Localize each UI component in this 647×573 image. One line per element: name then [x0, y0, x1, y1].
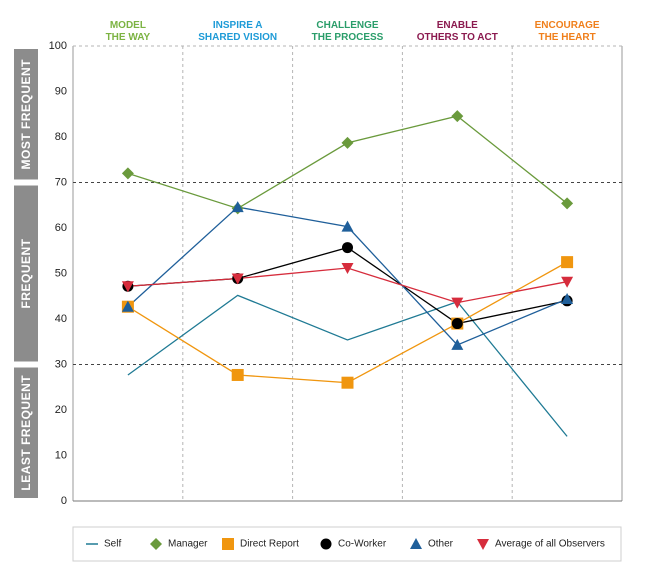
data-point-other [451, 338, 464, 350]
band-label: LEAST FREQUENT [19, 375, 33, 491]
y-tick-label: 90 [55, 86, 67, 98]
legend-label-other: Other [428, 539, 454, 550]
series-line-co-worker [127, 246, 568, 325]
legend: Self Manager Direct Report Co-Worker Other Av… [72, 526, 622, 562]
data-point-average-of-all-observers [451, 297, 464, 309]
y-tick-label: 10 [55, 450, 67, 462]
data-point-other [341, 220, 354, 232]
legend-swatch-other [410, 538, 422, 549]
legend-label-co-worker: Co-Worker [338, 539, 387, 550]
grid-lines [72, 45, 623, 502]
band-label: FREQUENT [19, 238, 33, 308]
band-0 [14, 49, 38, 180]
data-point-average-of-all-observers [121, 281, 134, 293]
series-line-manager [127, 115, 568, 210]
data-point-other [561, 292, 574, 304]
legend-label-direct-report: Direct Report [240, 539, 299, 550]
data-point-average-of-all-observers [561, 276, 574, 288]
data-point-direct-report [561, 256, 574, 269]
category-label-line1: MODEL [110, 20, 146, 31]
data-point-direct-report [231, 368, 244, 381]
data-point-manager [451, 110, 464, 123]
category-label-line1: INSPIRE A [213, 20, 263, 31]
legend-label-manager: Manager [168, 539, 208, 550]
legend-label-self: Self [104, 539, 121, 550]
data-point-other [231, 201, 244, 213]
band-label: MOST FREQUENT [19, 59, 33, 170]
category-label-line1: ENABLE [437, 20, 478, 31]
legend-swatch-co-worker [320, 538, 332, 550]
category-label-line2: SHARED VISION [198, 32, 277, 43]
y-tick-label: 0 [61, 495, 67, 507]
category-label-line1: CHALLENGE [316, 20, 379, 31]
series-markers [121, 110, 574, 389]
data-point-average-of-all-observers [231, 273, 244, 285]
data-point-manager [561, 197, 574, 210]
data-point-other [121, 300, 134, 312]
y-tick-label: 40 [55, 313, 67, 325]
series-line-self [127, 294, 568, 437]
y-tick-label: 20 [55, 404, 67, 416]
data-point-direct-report [341, 376, 354, 389]
y-tick-label: 50 [55, 268, 67, 280]
legend-frame [72, 526, 622, 562]
category-label-line2: THE PROCESS [312, 32, 384, 43]
data-point-manager [121, 167, 134, 180]
category-label-line2: OTHERS TO ACT [417, 32, 498, 43]
y-axis: 0 10 20 30 40 50 60 70 80 90 100 [49, 40, 67, 507]
data-point-co-worker [451, 318, 463, 330]
band-1 [14, 185, 38, 362]
category-label-line2: THE HEART [538, 32, 595, 43]
legend-swatch-manager [150, 538, 162, 550]
legend-swatch-average-of-all-observers [477, 539, 489, 550]
frequency-bands: MOST FREQUENT FREQUENT LEAST FREQUENT [14, 49, 38, 498]
legend-swatch-direct-report [222, 538, 234, 550]
y-tick-label: 100 [49, 40, 67, 52]
data-point-average-of-all-observers [341, 263, 354, 275]
category-label-line1: ENCOURAGE [535, 20, 600, 31]
y-tick-label: 80 [55, 131, 67, 143]
y-tick-label: 30 [55, 359, 67, 371]
band-2 [14, 367, 38, 498]
legend-label-average-of-all-observers: Average of all Observers [495, 539, 605, 550]
y-tick-label: 60 [55, 222, 67, 234]
data-point-manager [341, 136, 354, 149]
y-tick-label: 70 [55, 177, 67, 189]
data-point-co-worker [342, 242, 353, 254]
category-label-line2: THE WAY [106, 32, 151, 43]
